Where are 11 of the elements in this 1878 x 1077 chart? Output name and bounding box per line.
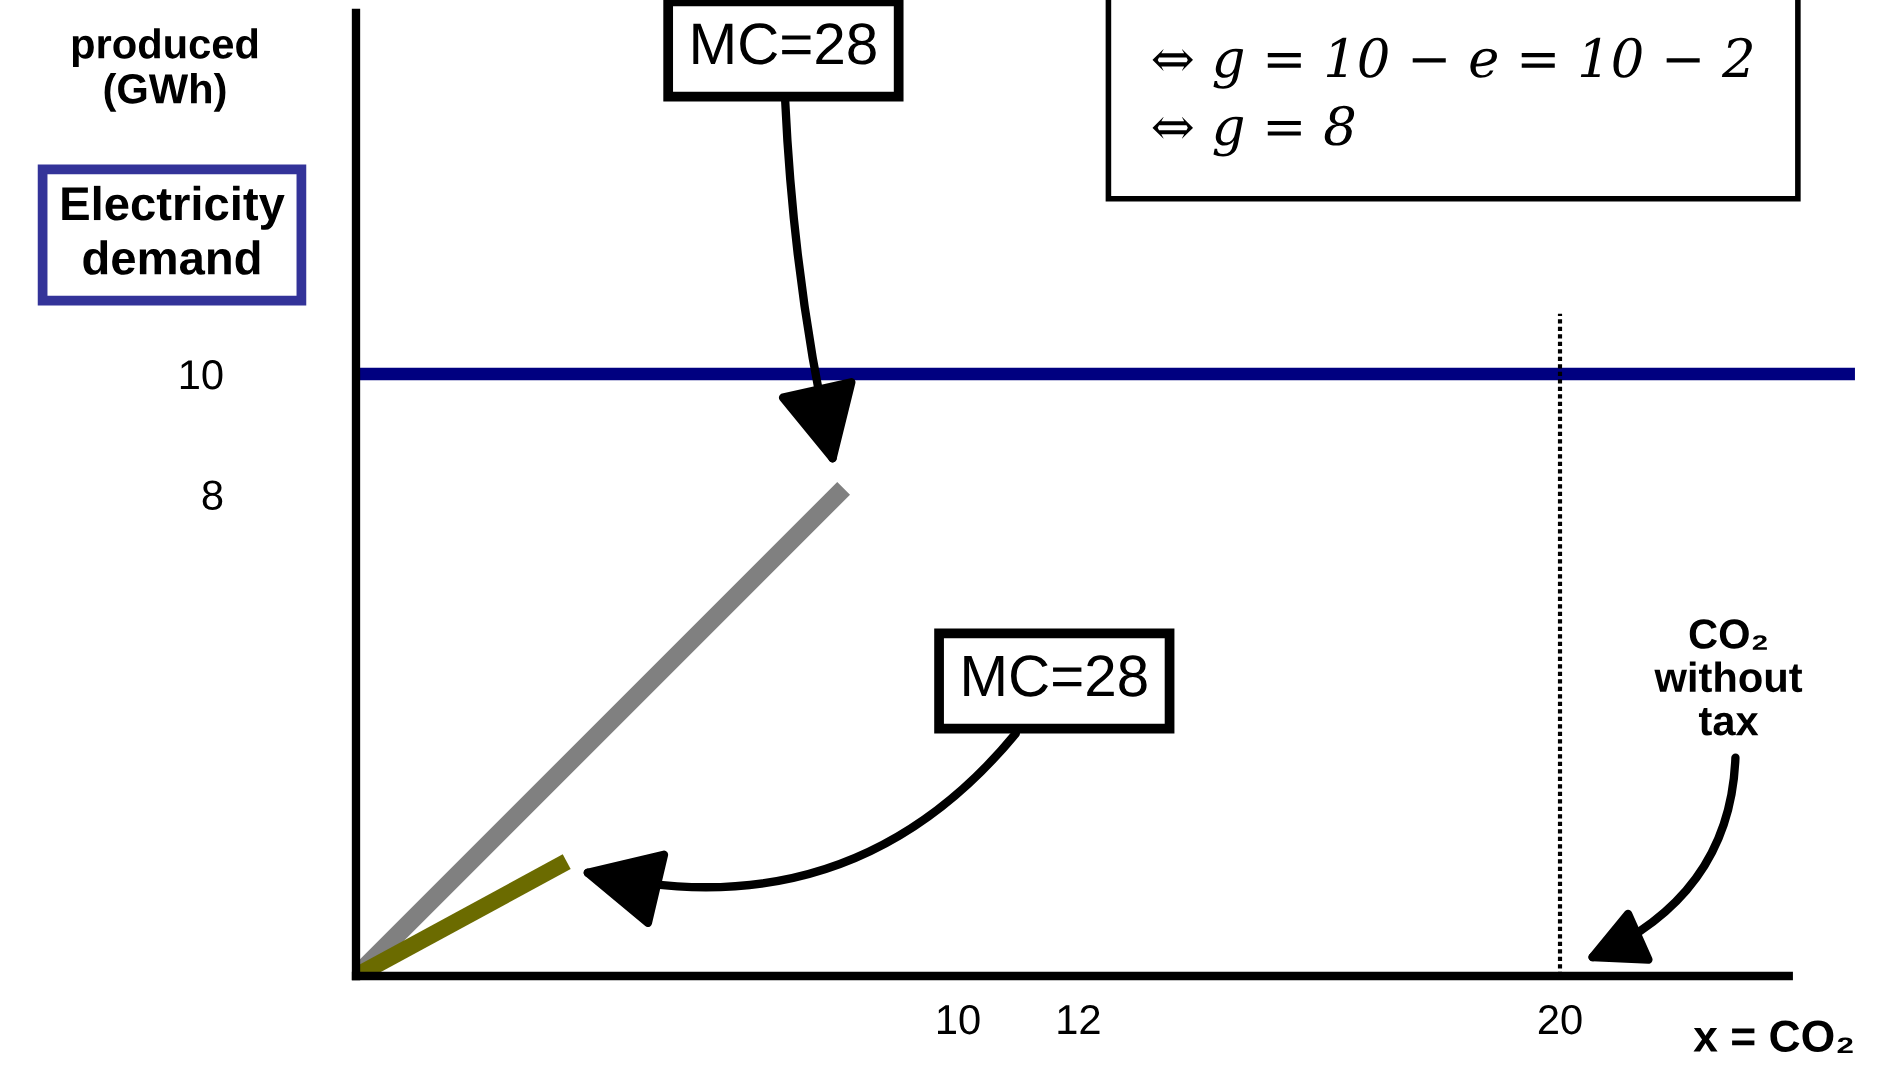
x-tick-label: 10 (938, 1004, 980, 1035)
annotation: ⇔ g = 10 − e = 10 − 2 ⇔ g = 8 (1152, 37, 1752, 157)
text: Electricity demand (62, 185, 285, 275)
x-tick-label: 12 (1058, 1004, 1100, 1034)
annotation: CO₂ without tax (1654, 619, 1803, 736)
annotation: MC=28 (693, 23, 876, 65)
annotation: MC=28 (964, 655, 1147, 697)
x-axis-title: x = CO₂ (1693, 1020, 1853, 1053)
y-axis-title: produced (GWh) (72, 28, 258, 112)
y-tick-label: 8 (202, 480, 223, 510)
x-tick-label: 20 (1538, 1004, 1582, 1035)
